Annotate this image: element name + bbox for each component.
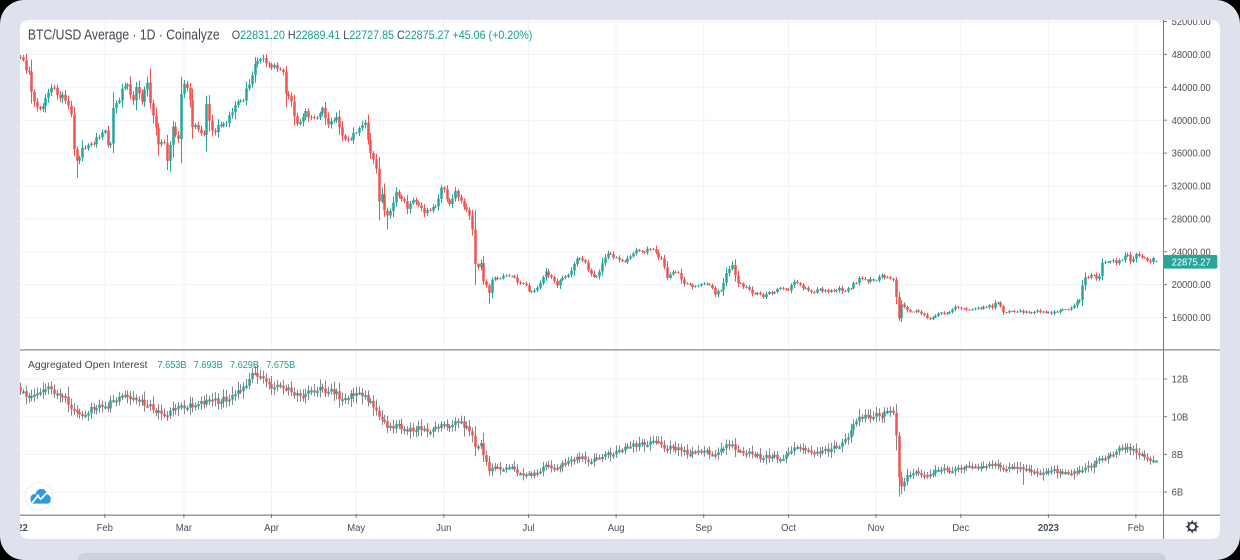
svg-text:22875.27: 22875.27 xyxy=(1172,257,1211,268)
svg-text:40000.00: 40000.00 xyxy=(1172,116,1212,127)
svg-text:24000.00: 24000.00 xyxy=(1172,247,1212,258)
svg-text:Feb: Feb xyxy=(97,523,114,534)
svg-text:20000.00: 20000.00 xyxy=(1172,280,1212,291)
svg-text:Apr: Apr xyxy=(264,523,279,534)
svg-text:Dec: Dec xyxy=(952,523,969,534)
svg-text:BTC/USD Average · 1D · Coinaly: BTC/USD Average · 1D · Coinalyze xyxy=(28,26,220,42)
svg-text:Nov: Nov xyxy=(868,523,885,534)
svg-text:Aug: Aug xyxy=(608,523,625,534)
svg-text:10B: 10B xyxy=(1172,412,1189,423)
svg-text:12B: 12B xyxy=(1172,374,1189,385)
svg-text:Aggregated Open Interest: Aggregated Open Interest xyxy=(28,360,148,371)
svg-text:52000.00: 52000.00 xyxy=(1172,20,1212,28)
svg-text:48000.00: 48000.00 xyxy=(1172,50,1212,61)
svg-text:32000.00: 32000.00 xyxy=(1172,181,1212,192)
svg-text:6B: 6B xyxy=(1172,487,1183,498)
svg-text:Sep: Sep xyxy=(695,523,712,534)
svg-text:Jul: Jul xyxy=(523,523,535,534)
svg-text:28000.00: 28000.00 xyxy=(1172,214,1212,225)
svg-text:May: May xyxy=(347,523,365,534)
svg-text:36000.00: 36000.00 xyxy=(1172,148,1212,159)
svg-text:44000.00: 44000.00 xyxy=(1172,83,1212,94)
svg-text:Jun: Jun xyxy=(436,523,451,534)
svg-text:8B: 8B xyxy=(1172,450,1183,461)
svg-text:7.675B: 7.675B xyxy=(266,360,295,372)
svg-text:O22831.20 H22889.41 L22727.85: O22831.20 H22889.41 L22727.85 C22875.27 … xyxy=(232,29,533,42)
svg-text:2023: 2023 xyxy=(1038,523,1060,534)
svg-text:7.653B: 7.653B xyxy=(158,360,187,372)
svg-text:7.629B: 7.629B xyxy=(230,360,259,372)
svg-text:Oct: Oct xyxy=(781,523,796,534)
svg-text:2022: 2022 xyxy=(20,523,28,534)
svg-text:16000.00: 16000.00 xyxy=(1172,313,1212,324)
svg-text:Feb: Feb xyxy=(1128,523,1145,534)
svg-text:Mar: Mar xyxy=(176,523,193,534)
svg-text:7.693B: 7.693B xyxy=(194,360,223,372)
